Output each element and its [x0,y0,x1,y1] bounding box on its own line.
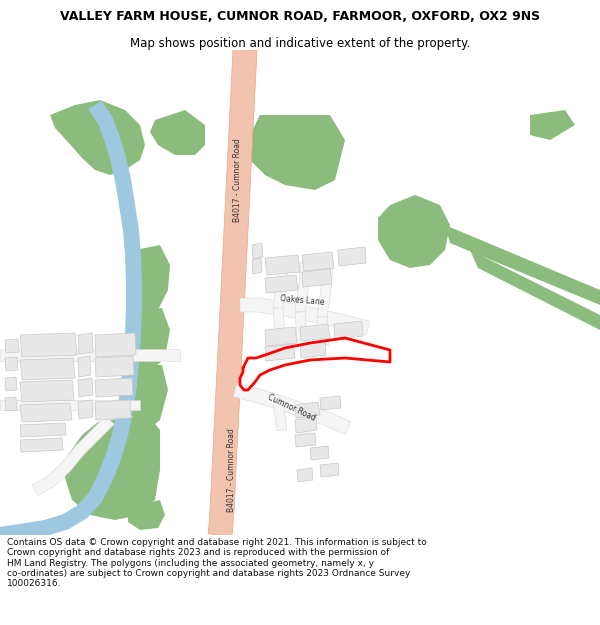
Polygon shape [78,400,93,419]
Polygon shape [20,358,75,380]
Polygon shape [128,500,165,530]
Polygon shape [300,324,330,341]
Polygon shape [334,321,363,339]
Polygon shape [32,416,114,495]
Polygon shape [0,349,180,361]
Polygon shape [50,100,145,175]
Polygon shape [95,356,134,377]
Polygon shape [20,380,74,402]
Polygon shape [302,252,334,271]
Polygon shape [78,356,91,377]
Polygon shape [5,377,17,391]
Polygon shape [5,339,19,353]
Polygon shape [338,247,366,266]
Polygon shape [445,225,600,305]
Polygon shape [233,383,351,434]
Polygon shape [320,396,341,410]
Polygon shape [378,195,450,268]
Polygon shape [78,378,93,397]
Text: VALLEY FARM HOUSE, CUMNOR ROAD, FARMOOR, OXFORD, OX2 9NS: VALLEY FARM HOUSE, CUMNOR ROAD, FARMOOR,… [60,10,540,23]
Polygon shape [295,402,320,418]
Polygon shape [128,365,168,430]
Polygon shape [295,433,316,447]
Polygon shape [300,341,326,358]
Polygon shape [250,115,345,190]
Polygon shape [95,378,133,397]
Text: B4017 - Cumnor Road: B4017 - Cumnor Road [233,138,242,222]
Polygon shape [295,312,307,341]
Polygon shape [128,308,170,370]
Polygon shape [273,401,287,431]
Polygon shape [273,308,285,336]
Polygon shape [240,298,370,335]
Polygon shape [470,250,600,330]
Polygon shape [78,333,93,354]
Polygon shape [20,438,63,452]
Polygon shape [20,423,66,437]
Polygon shape [265,255,300,275]
Polygon shape [5,357,18,371]
Polygon shape [317,317,329,346]
Polygon shape [95,333,136,357]
Polygon shape [302,269,332,287]
Polygon shape [317,266,333,318]
Polygon shape [273,258,289,309]
Polygon shape [297,468,313,482]
Polygon shape [252,258,262,274]
Polygon shape [0,101,142,543]
Polygon shape [20,403,72,422]
Polygon shape [310,446,329,460]
Polygon shape [208,49,257,536]
Text: Map shows position and indicative extent of the property.: Map shows position and indicative extent… [130,38,470,51]
Polygon shape [95,400,131,420]
Polygon shape [265,275,298,293]
Polygon shape [295,417,317,433]
Polygon shape [295,261,311,312]
Polygon shape [0,400,140,410]
Polygon shape [150,110,205,155]
Polygon shape [252,243,263,259]
Polygon shape [297,409,311,439]
Polygon shape [65,415,160,520]
Text: B4017 - Cumnor Road: B4017 - Cumnor Road [227,428,235,512]
Text: Cumnor Road: Cumnor Road [266,393,317,423]
Polygon shape [265,327,297,346]
Polygon shape [320,463,339,477]
Polygon shape [265,344,295,361]
Polygon shape [128,245,170,318]
Polygon shape [530,110,575,140]
Text: Oakes Lane: Oakes Lane [280,294,325,306]
Polygon shape [5,397,17,411]
Polygon shape [20,333,77,357]
Text: Contains OS data © Crown copyright and database right 2021. This information is : Contains OS data © Crown copyright and d… [7,538,427,588]
